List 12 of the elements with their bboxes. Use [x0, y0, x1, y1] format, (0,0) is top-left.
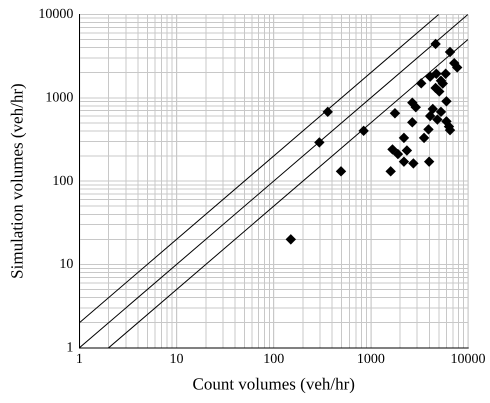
y-tick-label: 10000: [38, 7, 74, 22]
y-tick-label: 100: [52, 174, 74, 189]
x-axis-title: Count volumes (veh/hr): [192, 374, 355, 394]
x-tick-label: 10000: [450, 352, 486, 367]
y-tick-label: 1000: [45, 90, 74, 106]
y-tick-label: 1: [66, 340, 74, 356]
x-tick-label: 1000: [356, 352, 385, 367]
x-tick-label: 100: [263, 352, 284, 367]
x-tick-label: 10: [170, 352, 184, 367]
y-axis-title: Simulation volumes (veh/hr): [8, 83, 27, 279]
x-tick-label: 1: [76, 352, 83, 367]
y-tick-label: 10: [59, 257, 74, 272]
